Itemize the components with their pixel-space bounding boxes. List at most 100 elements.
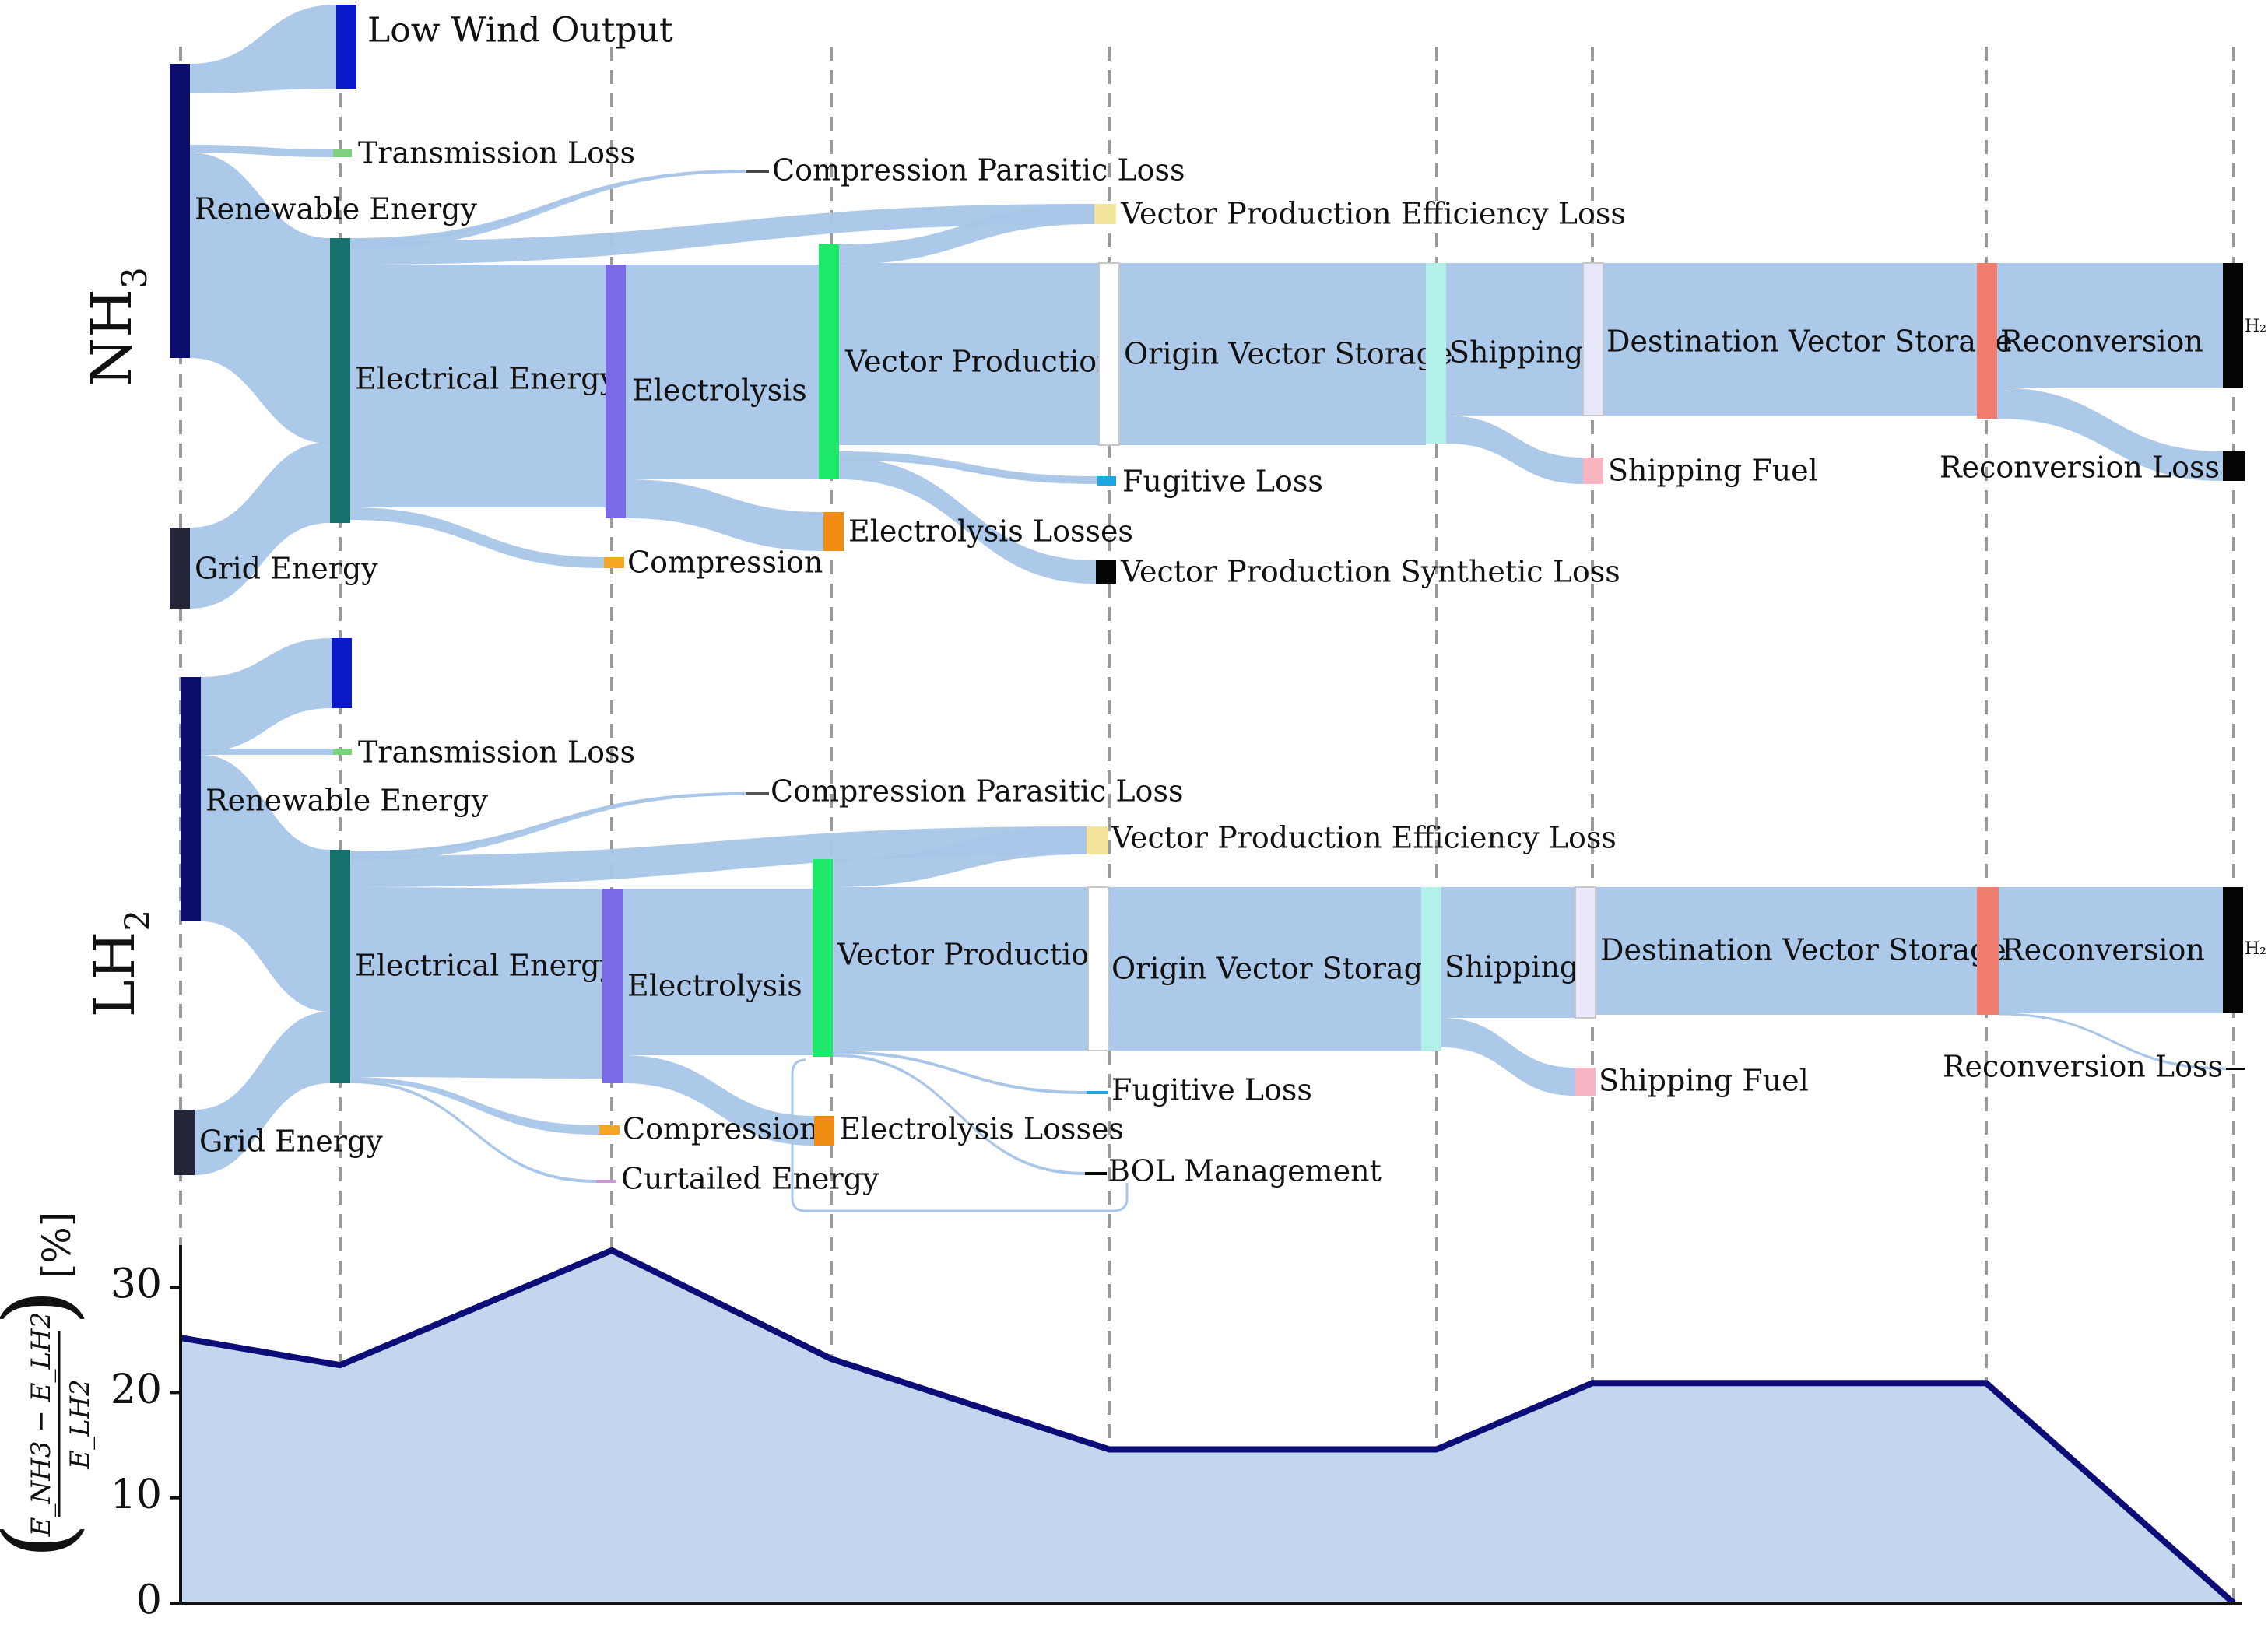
node-fug [1097, 476, 1116, 486]
node-elyl [823, 512, 844, 551]
nh3-sankey: Renewable Energy Low Wind Output Transmiss… [79, 5, 2266, 609]
node-curt [596, 1180, 616, 1183]
data-point-5 [1436, 1448, 1438, 1451]
node-cpl [746, 792, 769, 795]
node-elyl [814, 1116, 834, 1146]
flow-ely-to-vp [626, 265, 819, 479]
thin-loss-connector [832, 1054, 1086, 1175]
node-label-grid: Grid Energy [199, 1125, 383, 1159]
node-vpe [1087, 826, 1108, 854]
node-label-elec: Electrical Energy [355, 362, 617, 396]
nh3-flows [190, 5, 2223, 609]
data-point-7 [1985, 1382, 1987, 1384]
node-label-comp: Compression [627, 546, 823, 580]
flow-ren-to-low [201, 638, 332, 752]
node-ship [1426, 263, 1446, 444]
area-fill [181, 1250, 2234, 1603]
flow-elec-to-vpe [350, 826, 1087, 887]
flow-dvs-to-rec [1603, 263, 1977, 416]
node-dvs [1582, 262, 1604, 416]
thin-loss-connector [1998, 1012, 2227, 1070]
node-label-rec: Reconversion [2000, 325, 2203, 359]
thin-loss-connector [349, 170, 746, 243]
node-recl [2223, 451, 2245, 481]
node-fuel [1575, 1068, 1596, 1096]
node-recl [2226, 1068, 2245, 1070]
flow-rec-to-h2 [1997, 263, 2223, 388]
flow-ship-to-dvs [1446, 263, 1583, 416]
node-label-vpe: Vector Production Efficiency Loss [1111, 821, 1617, 855]
node-label-fug: Fugitive Loss [1111, 1073, 1312, 1107]
node-fuel [1583, 458, 1603, 484]
flow-ren-to-trans [201, 749, 333, 755]
flow-grid-to-elec [190, 442, 330, 609]
node-label-rec: Reconversion [2002, 933, 2205, 967]
data-point-2 [611, 1249, 613, 1251]
flow-vp-to-ovs [839, 263, 1099, 445]
flow-elec-to-comp [350, 1077, 599, 1135]
y-axis-label: (E_NH3 − E_LH2 E_LH2) [%] [0, 1212, 96, 1560]
lh2-flows [195, 638, 2227, 1212]
node-label-ovs: Origin Vector Storage [1124, 337, 1452, 371]
y-tick-label: 0 [136, 1577, 162, 1624]
node-grid [170, 528, 190, 609]
node-label-recl: Reconversion Loss [1943, 1050, 2223, 1084]
flow-ship-to-fuel [1441, 1018, 1575, 1096]
flow-vp-to-vps [839, 458, 1096, 584]
node-h2 [2223, 263, 2243, 388]
node-label-fuel: Shipping Fuel [1599, 1064, 1809, 1098]
node-label-curt: Curtailed Energy [621, 1162, 879, 1196]
node-vpe [1094, 204, 1116, 224]
node-trans [333, 749, 352, 755]
y-label-open-paren: ( [0, 1523, 93, 1560]
flow-grid-to-elec [195, 1012, 330, 1175]
node-label-h2: H₂ [2245, 317, 2266, 336]
node-label-trans: Transmission Loss [358, 136, 635, 170]
flow-ren-to-trans [190, 145, 333, 157]
node-grid [174, 1110, 195, 1175]
node-label-fug: Fugitive Loss [1122, 465, 1323, 499]
y-label-denominator: E_LH2 [65, 1379, 96, 1470]
node-elec [330, 850, 350, 1083]
flow-elec-to-cpl [350, 170, 746, 249]
thin-loss-connector [840, 458, 1098, 482]
node-label-ely: Electrolysis [627, 969, 802, 1003]
data-point-4 [1108, 1448, 1110, 1451]
y-label-numerator: E_NH3 − E_LH2 [26, 1312, 57, 1538]
flow-ren-to-elec [190, 153, 330, 444]
ylabel-main: NH [79, 289, 144, 387]
ylabel-sub: 2 [118, 910, 158, 932]
lh2-nodes: Renewable Energy Transmission Loss Grid En… [174, 638, 2266, 1196]
flow-elec-to-ely [350, 887, 602, 1079]
flow-elec-to-cpl [350, 792, 746, 861]
node-label-ren: Renewable Energy [195, 192, 477, 226]
node-comp [599, 1125, 620, 1135]
node-label-elyl: Electrolysis Losses [848, 514, 1133, 549]
data-point-1 [339, 1364, 341, 1367]
node-low [336, 5, 356, 89]
node-ely [606, 265, 626, 518]
node-label-recl: Reconversion Loss [1940, 451, 2220, 485]
node-label-ren: Renewable Energy [205, 784, 488, 818]
node-ren [170, 64, 190, 358]
node-ren [181, 677, 201, 921]
node-label-fuel: Shipping Fuel [1608, 454, 1818, 488]
node-label-vp: Vector Production [837, 938, 1108, 972]
node-label-h2: H₂ [2245, 939, 2266, 959]
node-label-elec: Electrical Energy [355, 949, 617, 983]
flow-ely-to-elyl [623, 1055, 814, 1146]
flow-elec-to-vpe [350, 204, 1094, 265]
node-rec [1977, 263, 1997, 419]
ylabel-main: LH [82, 932, 147, 1018]
node-comp [604, 557, 624, 568]
node-low [332, 638, 352, 708]
node-label-comp: Compression [623, 1112, 818, 1146]
flow-vp-to-vpe [839, 204, 1094, 265]
node-label-trans: Transmission Loss [358, 735, 635, 770]
flow-vp-to-vpe [833, 826, 1087, 887]
node-vp [813, 859, 833, 1057]
nh3-nodes: Renewable Energy Low Wind Output Transmiss… [170, 5, 2266, 609]
flow-dvs-to-rec [1596, 887, 1977, 1015]
node-rec [1977, 887, 1999, 1015]
